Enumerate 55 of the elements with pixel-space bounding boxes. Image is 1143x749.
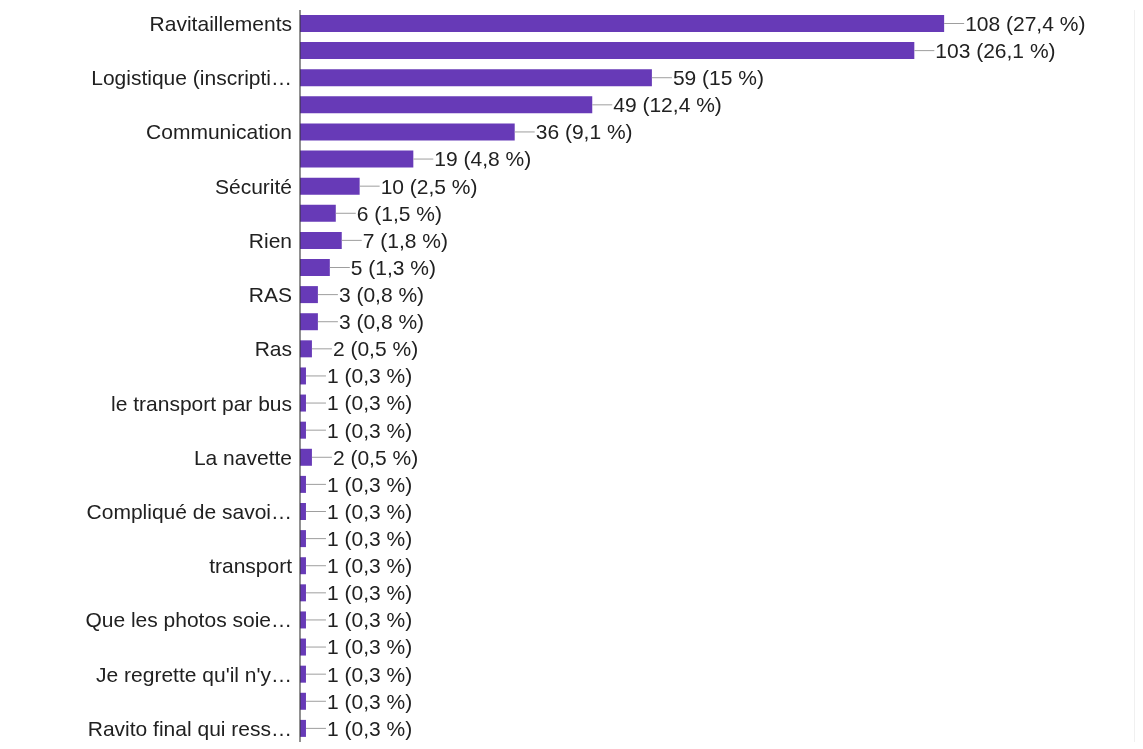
y-tick-label: Je regrette qu'il n'y… [96,662,292,686]
bar [300,340,312,358]
data-label: 2 (0,5 %) [332,337,419,361]
data-label: 108 (27,4 %) [965,11,1086,35]
data-label: 3 (0,8 %) [338,282,425,306]
data-label: 1 (0,3 %) [326,608,413,632]
data-label: 103 (26,1 %) [935,38,1056,62]
y-tick-label: La navette [193,445,292,469]
data-label: 10 (2,5 %) [380,174,478,198]
data-label: 3 (0,8 %) [338,310,425,334]
data-label: 49 (12,4 %) [613,93,722,117]
bar [300,69,652,87]
y-tick-label: Communication [146,120,292,144]
bar [300,42,915,60]
data-label: 1 (0,3 %) [326,391,413,415]
bar [300,259,330,276]
data-label: 2 (0,5 %) [332,445,419,469]
y-tick-label: Rien [248,228,292,252]
bar [300,15,945,32]
y-tick-label: Compliqué de savoi… [86,500,292,524]
data-label: 1 (0,3 %) [326,472,413,496]
data-label: 1 (0,3 %) [326,364,413,388]
y-tick-label: Que les photos soie… [85,608,292,632]
data-label: 36 (9,1 %) [535,120,633,144]
bar [300,448,312,466]
data-label: 1 (0,3 %) [326,635,413,659]
y-tick-label: transport [209,554,293,578]
data-label: 1 (0,3 %) [326,554,413,578]
data-label: 1 (0,3 %) [326,526,413,550]
data-label: 1 (0,3 %) [326,689,413,713]
bar [300,123,515,141]
bar [300,286,318,304]
y-tick-label: le transport par bus [111,391,292,415]
y-tick-label: Sécurité [214,174,292,198]
data-label: 7 (1,8 %) [362,228,448,252]
data-label: 5 (1,3 %) [350,255,437,279]
data-label: 1 (0,3 %) [326,581,413,605]
data-label: 1 (0,3 %) [326,716,413,740]
data-label: 59 (15 %) [672,66,764,90]
bar [300,204,336,222]
data-label: 19 (4,8 %) [434,147,532,171]
bar [300,96,593,114]
data-label: 6 (1,5 %) [356,201,442,225]
bar [300,231,342,249]
y-tick-label: Ravito final qui ress… [87,716,292,740]
y-tick-label: Logistique (inscripti… [91,66,292,90]
data-label: 1 (0,3 %) [326,662,413,686]
y-tick-label: Ravitaillements [149,12,292,36]
y-tick-label: RAS [248,283,292,307]
y-tick-label: Ras [254,337,292,361]
bar [300,177,360,195]
data-label: 1 (0,3 %) [326,418,413,442]
data-label: 1 (0,3 %) [326,499,413,523]
bar [300,150,414,168]
bar [300,313,318,331]
